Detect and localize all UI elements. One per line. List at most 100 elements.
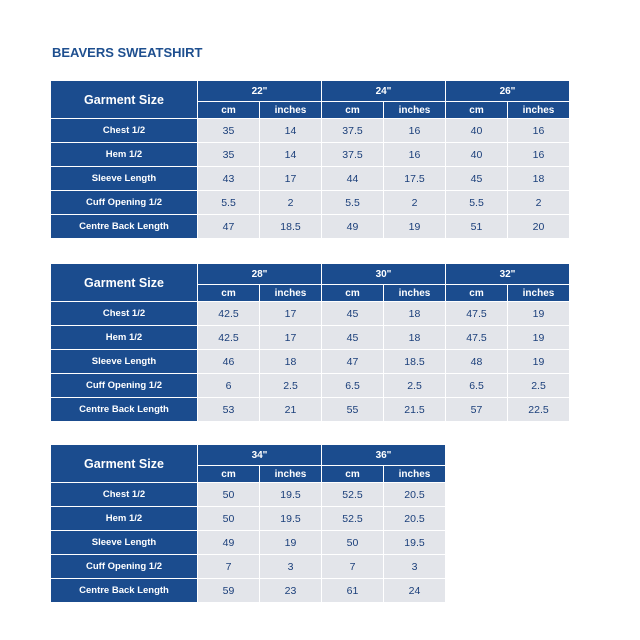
cell-value: 18.5 [259, 214, 322, 239]
data-row: Cuff Opening 1/2 5.5 2 5.5 2 5.5 2 [50, 190, 570, 215]
title: BEAVERS SWEATSHIRT [52, 45, 203, 60]
cell-value: 40 [445, 142, 508, 167]
data-row: Hem 1/2 35 14 37.5 16 40 16 [50, 142, 570, 167]
data-row: Chest 1/2 35 14 37.5 16 40 16 [50, 118, 570, 143]
row-label: Centre Back Length [50, 397, 198, 422]
cell-value: 20.5 [383, 506, 446, 531]
cell-value: 23 [259, 578, 322, 603]
unit-header: inches [507, 284, 570, 302]
row-label: Cuff Opening 1/2 [50, 554, 198, 579]
cell-value: 14 [259, 142, 322, 167]
cell-value: 17 [259, 301, 322, 326]
cell-value: 47 [197, 214, 260, 239]
cell-value: 3 [259, 554, 322, 579]
cell-value: 45 [321, 301, 384, 326]
row-label: Hem 1/2 [50, 506, 198, 531]
cell-value: 35 [197, 142, 260, 167]
header-row: Garment Size 22" 24" 26" [50, 80, 570, 119]
cell-value: 21.5 [383, 397, 446, 422]
unit-row: cm inches cm inches cm inches [51, 101, 570, 119]
unit-header: cm [321, 465, 384, 483]
cell-value: 50 [197, 482, 260, 507]
cell-value: 24 [383, 578, 446, 603]
data-row: Hem 1/2 42.5 17 45 18 47.5 19 [50, 325, 570, 350]
data-row: Cuff Opening 1/2 6 2.5 6.5 2.5 6.5 2.5 [50, 373, 570, 398]
unit-header: cm [445, 284, 508, 302]
cell-value: 5.5 [321, 190, 384, 215]
cell-value: 19 [507, 349, 570, 374]
cell-value: 50 [321, 530, 384, 555]
unit-row: cm inches cm inches [51, 465, 446, 483]
cell-value: 49 [197, 530, 260, 555]
unit-header: inches [383, 284, 446, 302]
cell-value: 19.5 [383, 530, 446, 555]
header-row: Garment Size 28" 30" 32" [50, 263, 570, 302]
size-table: Garment Size 34" 36" cm inches cm inches Chest … [50, 444, 446, 603]
cell-value: 44 [321, 166, 384, 191]
unit-header: cm [197, 284, 260, 302]
cell-value: 52.5 [321, 482, 384, 507]
row-label: Chest 1/2 [50, 301, 198, 326]
cell-value: 59 [197, 578, 260, 603]
cell-value: 6.5 [321, 373, 384, 398]
unit-header: inches [259, 101, 322, 119]
data-row: Sleeve Length 49 19 50 19.5 [50, 530, 446, 555]
size-header: 22" [197, 80, 322, 102]
cell-value: 52.5 [321, 506, 384, 531]
cell-value: 19.5 [259, 506, 322, 531]
corner-header: Garment Size [50, 444, 198, 483]
cell-value: 35 [197, 118, 260, 143]
size-header: 30" [321, 263, 446, 285]
data-row: Sleeve Length 43 17 44 17.5 45 18 [50, 166, 570, 191]
cell-value: 17 [259, 325, 322, 350]
cell-value: 14 [259, 118, 322, 143]
cell-value: 57 [445, 397, 508, 422]
cell-value: 55 [321, 397, 384, 422]
cell-value: 19 [507, 301, 570, 326]
row-label: Chest 1/2 [50, 118, 198, 143]
row-label: Chest 1/2 [50, 482, 198, 507]
corner-header: Garment Size [50, 263, 198, 302]
cell-value: 6 [197, 373, 260, 398]
cell-value: 40 [445, 118, 508, 143]
cell-value: 18.5 [383, 349, 446, 374]
row-label: Sleeve Length [50, 166, 198, 191]
cell-value: 47.5 [445, 301, 508, 326]
cell-value: 37.5 [321, 142, 384, 167]
cell-value: 45 [445, 166, 508, 191]
cell-value: 47 [321, 349, 384, 374]
cell-value: 7 [197, 554, 260, 579]
unit-header: cm [197, 101, 260, 119]
cell-value: 43 [197, 166, 260, 191]
size-header: 28" [197, 263, 322, 285]
cell-value: 51 [445, 214, 508, 239]
size-table: Garment Size 28" 30" 32" cm inches cm inches cm i… [50, 263, 570, 422]
unit-header: inches [507, 101, 570, 119]
data-row: Hem 1/2 50 19.5 52.5 20.5 [50, 506, 446, 531]
cell-value: 48 [445, 349, 508, 374]
data-row: Cuff Opening 1/2 7 3 7 3 [50, 554, 446, 579]
cell-value: 16 [507, 118, 570, 143]
cell-value: 61 [321, 578, 384, 603]
row-label: Cuff Opening 1/2 [50, 190, 198, 215]
data-row: Chest 1/2 42.5 17 45 18 47.5 19 [50, 301, 570, 326]
unit-header: cm [321, 101, 384, 119]
cell-value: 17 [259, 166, 322, 191]
cell-value: 46 [197, 349, 260, 374]
cell-value: 16 [507, 142, 570, 167]
cell-value: 19 [507, 325, 570, 350]
cell-value: 7 [321, 554, 384, 579]
cell-value: 2 [507, 190, 570, 215]
row-label: Centre Back Length [50, 578, 198, 603]
cell-value: 16 [383, 118, 446, 143]
size-header: 26" [445, 80, 570, 102]
cell-value: 2.5 [259, 373, 322, 398]
cell-value: 21 [259, 397, 322, 422]
data-row: Centre Back Length 59 23 61 24 [50, 578, 446, 603]
cell-value: 2 [383, 190, 446, 215]
cell-value: 5.5 [445, 190, 508, 215]
cell-value: 2.5 [383, 373, 446, 398]
cell-value: 17.5 [383, 166, 446, 191]
cell-value: 50 [197, 506, 260, 531]
